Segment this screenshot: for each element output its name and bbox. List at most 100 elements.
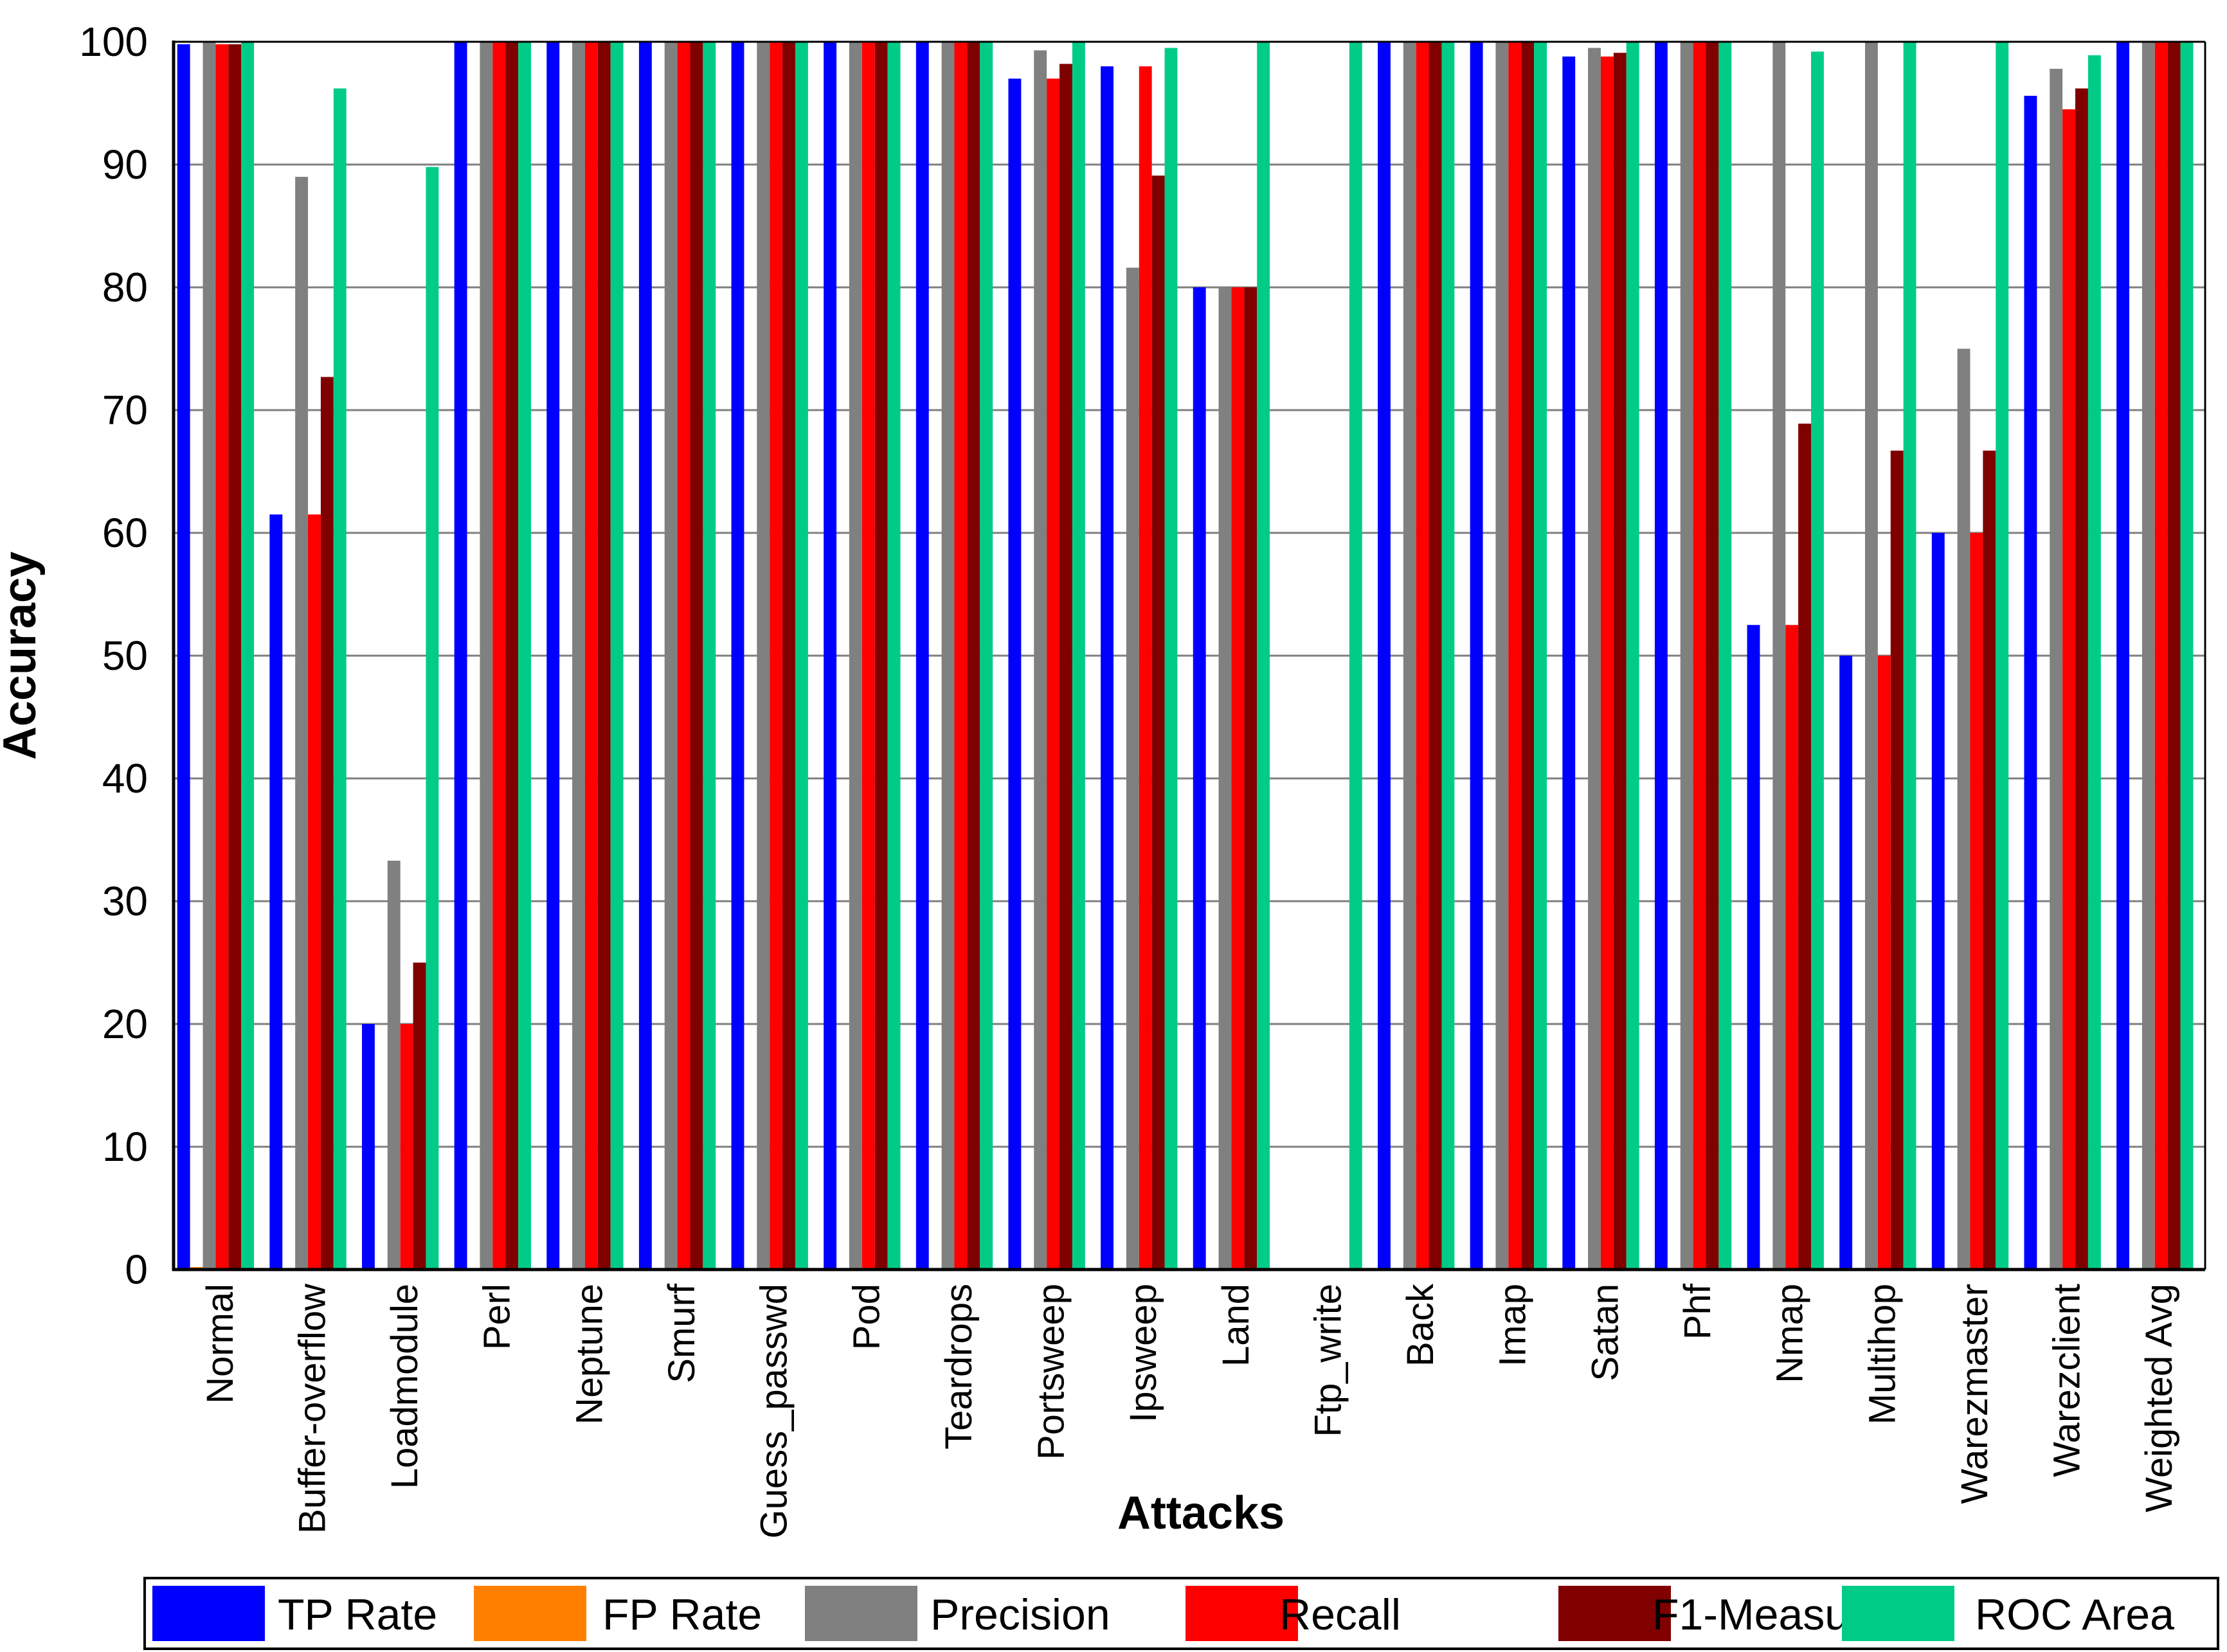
bar-roc-area xyxy=(1534,42,1547,1270)
bar-tp-rate xyxy=(1839,656,1853,1270)
bar-precision xyxy=(2141,42,2155,1270)
bar-roc-area xyxy=(1441,42,1455,1270)
bar-tp-rate xyxy=(731,42,744,1270)
bar-roc-area xyxy=(1257,42,1270,1270)
x-tick-label: Multihop xyxy=(1861,1284,1903,1424)
bar-tp-rate xyxy=(1562,56,1576,1270)
x-tick-label: Smurf xyxy=(661,1283,703,1383)
y-axis-title: Accuracy xyxy=(0,552,46,760)
bar-recall xyxy=(400,1024,413,1270)
bar-f1-measure xyxy=(967,42,980,1270)
bar-recall xyxy=(954,42,968,1270)
x-tick-label: Warezclient xyxy=(2046,1284,2088,1477)
bar-roc-area xyxy=(1996,42,2009,1270)
bar-precision xyxy=(1957,348,1970,1270)
bar-tp-rate xyxy=(1654,42,1668,1270)
bar-recall xyxy=(677,42,690,1270)
bar-tp-rate xyxy=(454,42,467,1270)
bar-f1-measure xyxy=(1059,64,1072,1270)
x-tick-label: Normal xyxy=(199,1284,241,1404)
bar-tp-rate xyxy=(2116,42,2129,1270)
bar-recall xyxy=(1047,78,1060,1270)
x-tick-label: Ftp_write xyxy=(1307,1284,1349,1437)
y-tick-label: 90 xyxy=(102,141,148,188)
bar-f1-measure xyxy=(1429,42,1442,1270)
bar-precision xyxy=(941,42,955,1270)
bar-tp-rate xyxy=(1101,66,1114,1270)
bar-f1-measure xyxy=(597,42,611,1270)
bar-f1-measure xyxy=(874,42,888,1270)
legend-label: FP Rate xyxy=(602,1590,762,1639)
bar-roc-area xyxy=(2180,42,2194,1270)
x-axis-title: Attacks xyxy=(1117,1487,1285,1539)
bar-precision xyxy=(1772,42,1786,1270)
y-tick-label: 10 xyxy=(102,1124,148,1170)
bar-precision xyxy=(1126,267,1139,1270)
legend-swatch xyxy=(1558,1586,1671,1641)
bar-recall xyxy=(861,42,875,1270)
bar-f1-measure xyxy=(320,377,334,1270)
bar-roc-area xyxy=(1349,42,1362,1270)
bar-recall xyxy=(2154,42,2168,1270)
bar-tp-rate xyxy=(362,1024,375,1270)
x-tick-labels: Normal Buffer-overflow Loadmodule Perl Neptu… xyxy=(199,1283,2180,1539)
bar-tp-rate xyxy=(915,42,929,1270)
x-tick-label: Phf xyxy=(1677,1283,1718,1340)
bar-tp-rate xyxy=(824,42,837,1270)
bar-precision xyxy=(757,42,770,1270)
bar-precision xyxy=(203,42,216,1270)
bar-roc-area xyxy=(795,42,808,1270)
legend-swatch xyxy=(152,1586,265,1641)
bar-f1-measure xyxy=(1890,451,1904,1270)
bar-f1-measure xyxy=(690,42,703,1270)
x-tick-label: Teardrops xyxy=(938,1284,980,1450)
bar-precision xyxy=(295,177,309,1270)
bar-recall xyxy=(1600,56,1614,1270)
bar-roc-area xyxy=(426,166,439,1270)
axes xyxy=(172,40,2206,1271)
bar-recall xyxy=(584,42,598,1270)
bar-precision xyxy=(1218,287,1232,1270)
bar-roc-area xyxy=(980,42,993,1270)
bar-f1-measure xyxy=(1613,53,1627,1270)
bar-recall xyxy=(1877,656,1891,1270)
bar-recall xyxy=(1785,625,1799,1270)
bar-precision xyxy=(1403,42,1416,1270)
y-tick-label: 20 xyxy=(102,1001,148,1047)
bar-recall xyxy=(308,514,321,1270)
bar-tp-rate xyxy=(2024,96,2037,1270)
bar-recall xyxy=(215,44,229,1270)
legend-swatch xyxy=(805,1586,917,1641)
bar-recall xyxy=(1693,42,1706,1270)
bar-roc-area xyxy=(887,42,901,1270)
y-tick-label: 80 xyxy=(102,264,148,310)
x-tick-label: Buffer-overflow xyxy=(291,1283,333,1534)
bar-recall xyxy=(1139,66,1152,1270)
bar-roc-area xyxy=(518,42,531,1270)
bar-recall xyxy=(492,42,506,1270)
bar-roc-area xyxy=(241,42,255,1270)
bar-recall xyxy=(1970,533,1983,1270)
legend-swatch xyxy=(1186,1586,1298,1641)
bar-roc-area xyxy=(1072,42,1085,1270)
bar-precision xyxy=(480,42,493,1270)
y-tick-label: 70 xyxy=(102,387,148,433)
x-tick-label: Back xyxy=(1400,1283,1441,1367)
bar-f1-measure xyxy=(1706,42,1719,1270)
x-tick-label: Ipsweep xyxy=(1123,1284,1164,1423)
bar-tp-rate xyxy=(177,44,190,1270)
x-tick-label: Imap xyxy=(1492,1284,1534,1367)
bar-tp-rate xyxy=(1008,78,1022,1270)
bar-roc-area xyxy=(1164,48,1178,1270)
x-tick-label: Weighted Avg xyxy=(2138,1284,2180,1513)
y-tick-label: 50 xyxy=(102,633,148,679)
bar-recall xyxy=(1508,42,1522,1270)
bar-recall xyxy=(1416,42,1429,1270)
bar-tp-rate xyxy=(1931,533,1945,1270)
bar-roc-area xyxy=(1903,42,1916,1270)
bar-precision xyxy=(1864,42,1878,1270)
y-tick-label: 30 xyxy=(102,878,148,924)
bar-recall xyxy=(2062,109,2076,1270)
legend-label: Precision xyxy=(930,1590,1110,1639)
bar-roc-area xyxy=(610,42,624,1270)
